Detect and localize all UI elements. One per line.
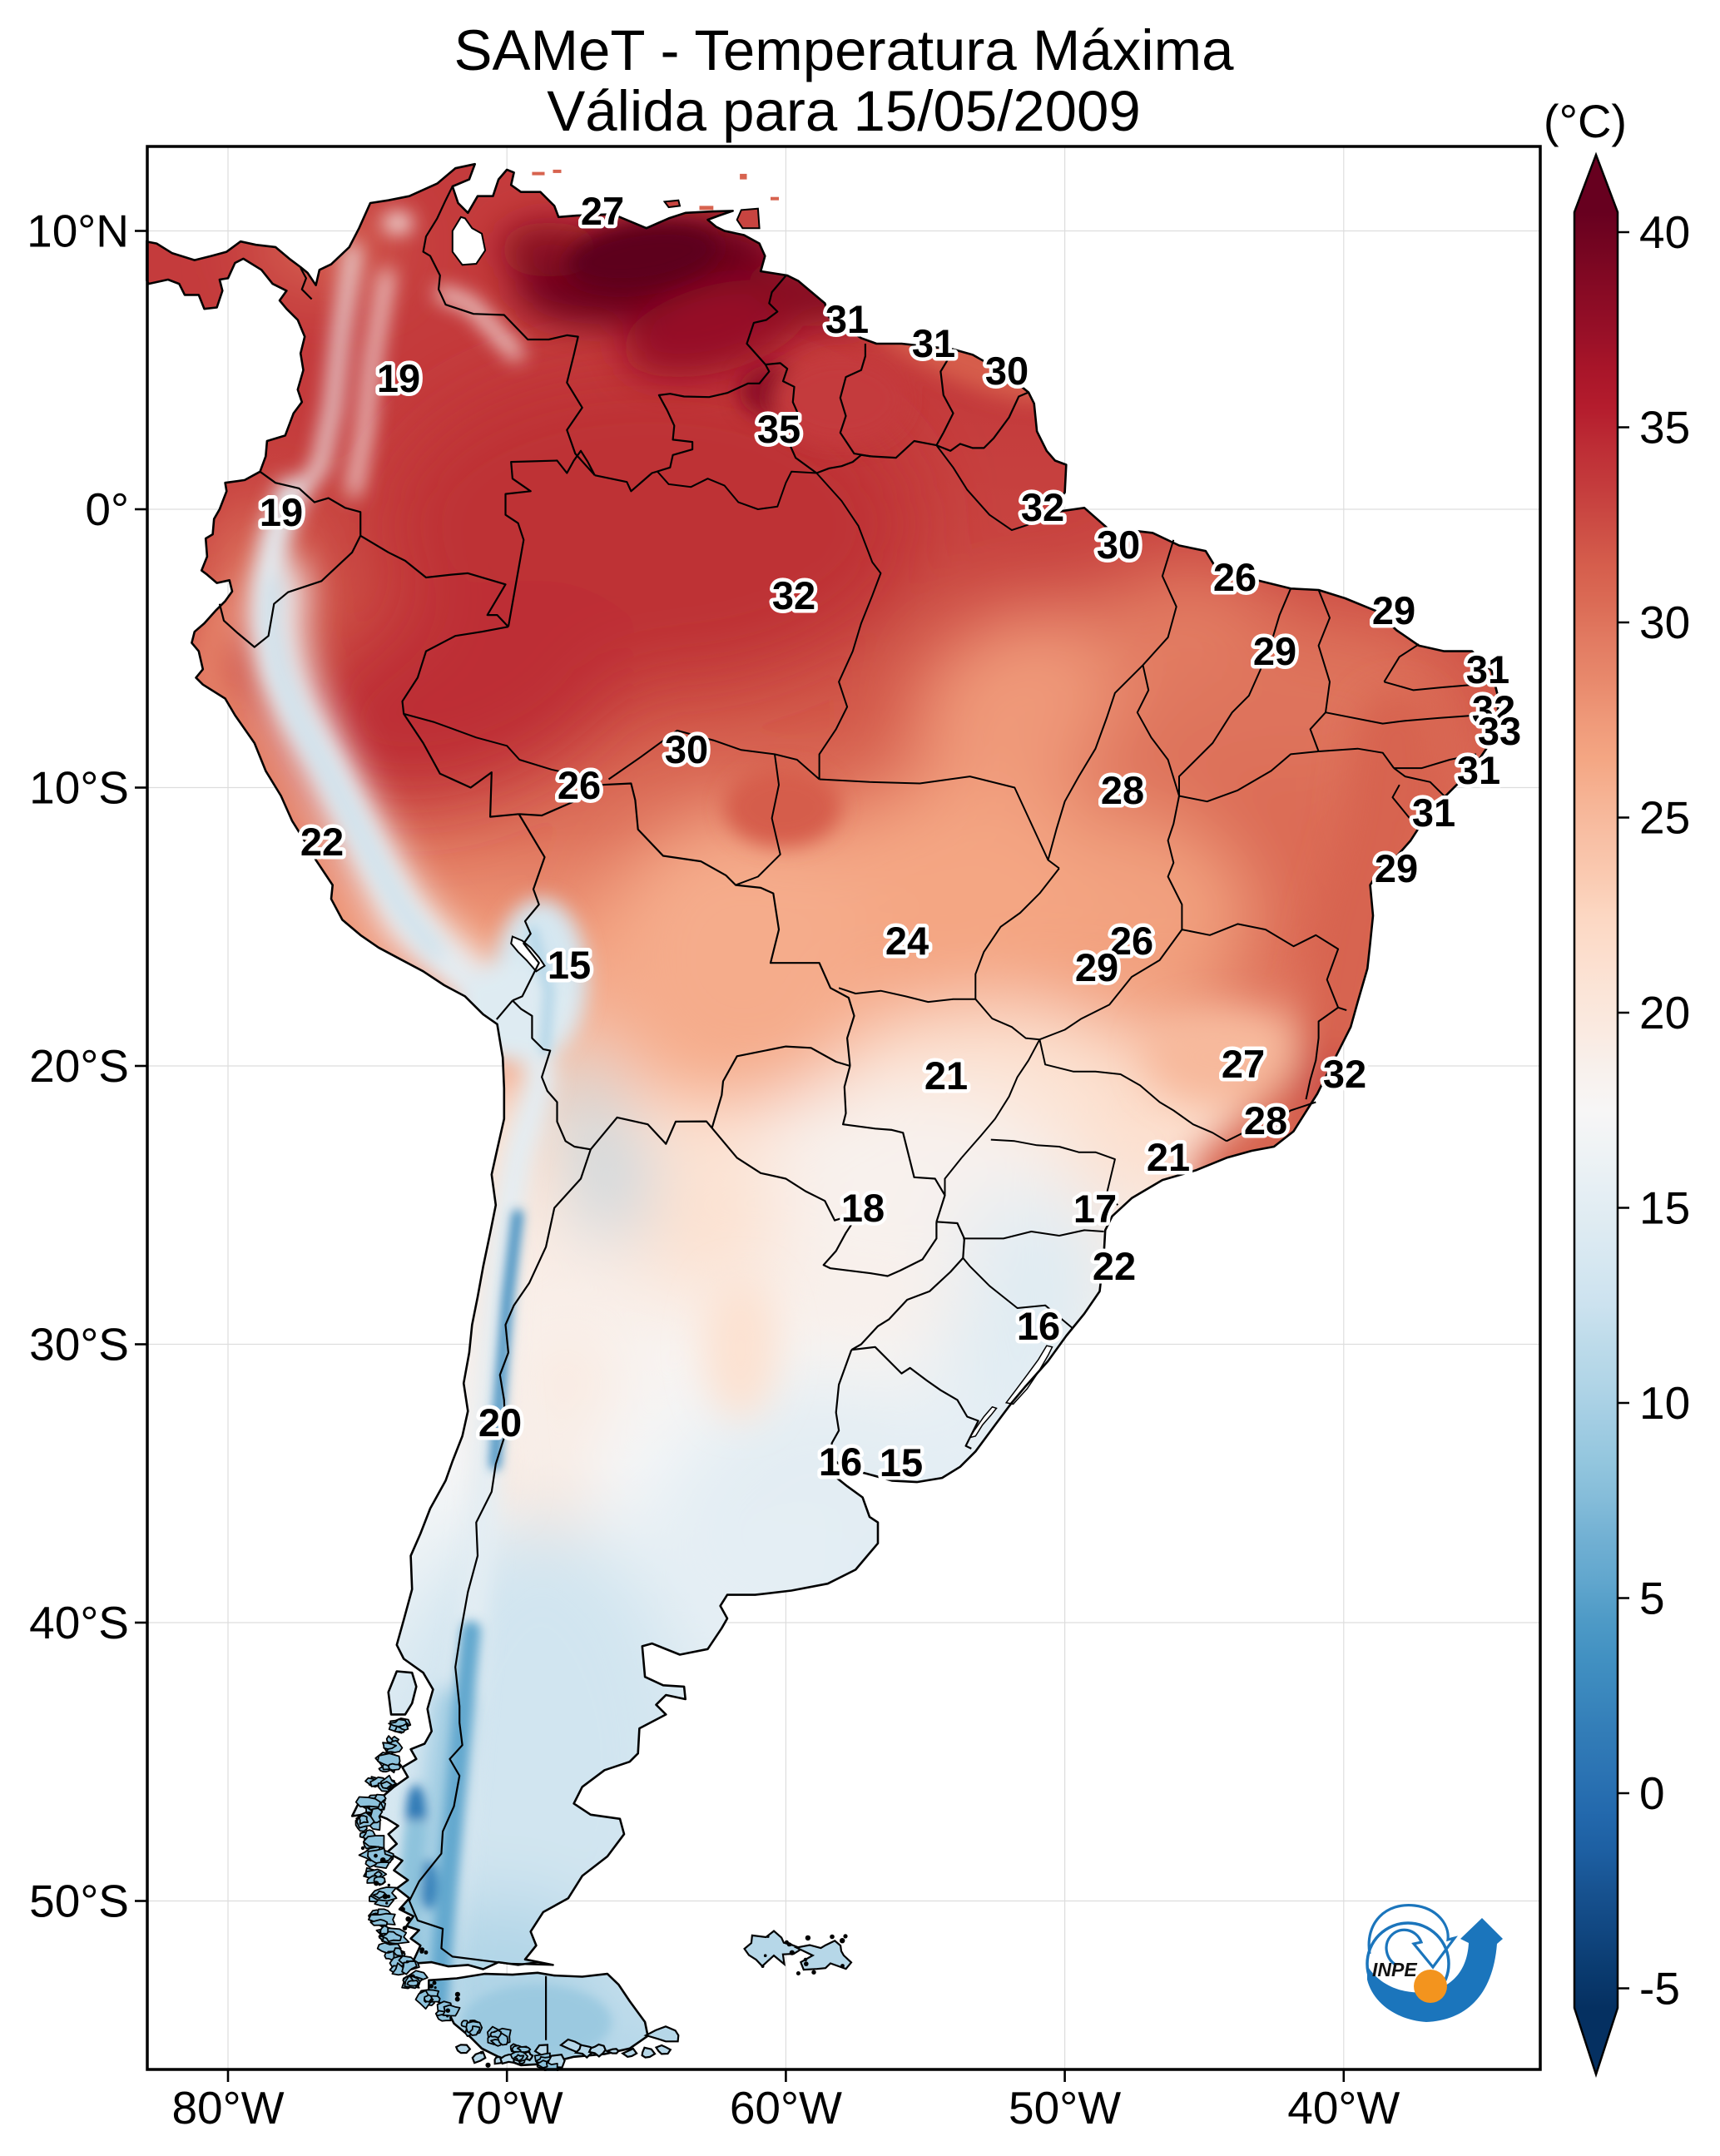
svg-text:0: 0 xyxy=(1639,1767,1665,1819)
svg-text:10°N: 10°N xyxy=(27,206,129,257)
svg-text:30: 30 xyxy=(985,349,1029,393)
svg-text:27: 27 xyxy=(581,189,624,233)
svg-text:26: 26 xyxy=(558,763,601,807)
svg-text:32: 32 xyxy=(1472,687,1515,731)
svg-text:30: 30 xyxy=(1097,523,1140,567)
svg-text:32: 32 xyxy=(1323,1052,1366,1096)
svg-text:29: 29 xyxy=(1372,588,1415,632)
svg-text:29: 29 xyxy=(1375,846,1418,890)
svg-text:29: 29 xyxy=(1075,945,1118,989)
svg-text:28: 28 xyxy=(1101,768,1144,812)
svg-text:21: 21 xyxy=(1147,1135,1190,1179)
svg-text:30: 30 xyxy=(1639,597,1690,648)
svg-text:40: 40 xyxy=(1639,206,1690,258)
svg-text:33: 33 xyxy=(1478,709,1521,753)
svg-text:16: 16 xyxy=(819,1440,862,1484)
svg-text:24: 24 xyxy=(885,919,929,963)
svg-text:17: 17 xyxy=(1073,1187,1117,1231)
svg-text:5: 5 xyxy=(1639,1573,1665,1624)
svg-text:28: 28 xyxy=(1244,1098,1287,1142)
svg-text:40°S: 40°S xyxy=(29,1597,129,1648)
svg-text:27: 27 xyxy=(1222,1042,1265,1086)
svg-text:20: 20 xyxy=(1639,987,1690,1038)
svg-text:10°S: 10°S xyxy=(29,762,129,814)
svg-text:22: 22 xyxy=(300,820,344,864)
svg-text:15: 15 xyxy=(548,943,591,987)
svg-text:18: 18 xyxy=(841,1186,885,1230)
svg-text:26: 26 xyxy=(1213,555,1257,599)
svg-text:25: 25 xyxy=(1639,792,1690,844)
svg-text:40°W: 40°W xyxy=(1287,2082,1400,2134)
svg-text:31: 31 xyxy=(912,321,955,365)
svg-text:19: 19 xyxy=(260,490,303,534)
svg-text:-5: -5 xyxy=(1639,1963,1680,2015)
svg-text:15: 15 xyxy=(1639,1182,1690,1234)
svg-text:35: 35 xyxy=(1639,402,1690,454)
svg-text:INPE: INPE xyxy=(1372,1959,1417,1980)
svg-text:15: 15 xyxy=(880,1440,923,1484)
svg-text:SAMeT - Temperatura Máxima: SAMeT - Temperatura Máxima xyxy=(454,18,1235,82)
svg-text:50°S: 50°S xyxy=(29,1876,129,1927)
svg-text:35: 35 xyxy=(757,407,801,451)
svg-text:30: 30 xyxy=(665,727,708,771)
svg-text:32: 32 xyxy=(772,573,815,617)
svg-text:22: 22 xyxy=(1093,1244,1136,1288)
svg-text:31: 31 xyxy=(825,297,869,341)
svg-text:20°S: 20°S xyxy=(29,1040,129,1092)
svg-text:50°W: 50°W xyxy=(1009,2082,1121,2134)
svg-text:60°W: 60°W xyxy=(730,2082,842,2134)
svg-text:31: 31 xyxy=(1466,647,1509,691)
svg-text:31: 31 xyxy=(1412,791,1455,835)
svg-text:29: 29 xyxy=(1253,629,1296,673)
svg-text:19: 19 xyxy=(377,356,420,400)
svg-text:21: 21 xyxy=(924,1053,968,1098)
svg-text:20: 20 xyxy=(478,1400,522,1445)
svg-text:30°S: 30°S xyxy=(29,1319,129,1370)
svg-text:Válida para 15/05/2009: Válida para 15/05/2009 xyxy=(547,79,1141,143)
svg-text:32: 32 xyxy=(1021,485,1064,529)
svg-text:(°C): (°C) xyxy=(1544,95,1627,147)
svg-text:26: 26 xyxy=(1110,919,1153,963)
svg-text:10: 10 xyxy=(1639,1377,1690,1429)
svg-text:70°W: 70°W xyxy=(451,2082,563,2134)
svg-text:31: 31 xyxy=(1457,748,1500,792)
svg-text:80°W: 80°W xyxy=(171,2082,284,2134)
svg-text:16: 16 xyxy=(1017,1304,1060,1348)
svg-text:0°: 0° xyxy=(85,483,129,535)
